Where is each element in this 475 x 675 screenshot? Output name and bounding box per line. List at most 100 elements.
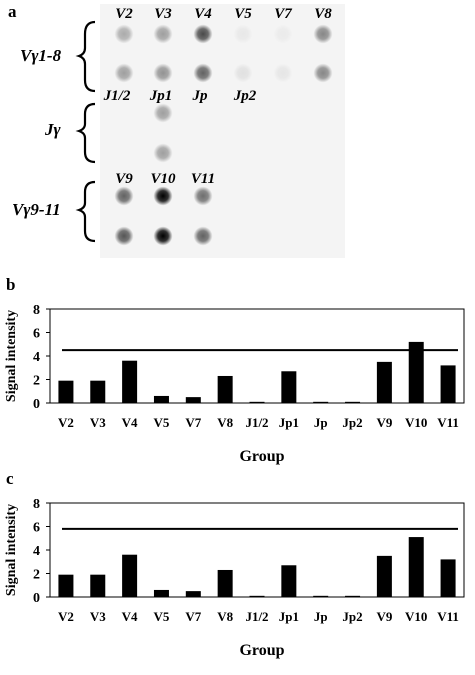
panel-label-c: c [6, 469, 14, 488]
x-tick-label: V8 [217, 609, 233, 624]
bar-v10 [408, 341, 424, 403]
blot-label-v8: V8 [314, 6, 332, 22]
bar-v7 [185, 397, 201, 403]
bar-v5 [153, 589, 169, 597]
bar-jp [313, 401, 329, 403]
blot-label-v5: V5 [234, 6, 252, 22]
x-tick-label: Jp1 [279, 609, 299, 624]
blot-dot [193, 186, 213, 206]
x-tick-label: V2 [58, 609, 74, 624]
x-tick-label: J1/2 [245, 609, 268, 624]
y-tick-label: 8 [33, 497, 40, 512]
x-tick-label: V3 [90, 609, 106, 624]
y-axis-label: Signal intensity [4, 504, 19, 596]
blot-label-v9: V9 [115, 171, 133, 187]
y-tick-label: 6 [33, 327, 40, 342]
y-axis-label: Signal intensity [4, 310, 19, 402]
bar-v4 [122, 554, 138, 597]
bar-v3 [90, 380, 106, 403]
blot-label-jp1: Jp1 [149, 88, 173, 104]
bar-jp1 [281, 371, 297, 403]
brace-vgamma1-8 [75, 20, 96, 93]
y-tick-label: 4 [33, 350, 40, 365]
bar-v4 [122, 360, 138, 403]
blot-dot [114, 226, 134, 246]
bar-v8 [217, 569, 233, 597]
y-tick-label: 8 [33, 303, 40, 318]
blot-dot [233, 24, 253, 44]
dot-blot: Vγ1-8 Jγ Vγ9-11 V2 V3 V4 V5 V7 V8 J1/2 Jp1 Jp Jp2… [12, 4, 345, 258]
x-tick-label: V5 [154, 415, 170, 430]
x-tick-label: V9 [376, 609, 392, 624]
blot-label-v10: V10 [150, 171, 176, 187]
brace-jgamma [75, 102, 96, 164]
blot-dot [153, 186, 173, 206]
x-tick-label: V3 [90, 415, 106, 430]
blot-dot [153, 103, 173, 123]
group-label-vgamma1-8: Vγ1-8 [20, 46, 62, 65]
blot-dot [313, 63, 333, 83]
blot-dot [153, 24, 173, 44]
x-axis-label: Group [239, 642, 284, 659]
x-tick-label: Jp2 [342, 415, 362, 430]
bar-v11 [440, 365, 456, 403]
bar-jp2 [345, 595, 361, 597]
blot-dot [193, 24, 213, 44]
x-tick-label: V11 [437, 415, 459, 430]
blot-label-jp: Jp [192, 88, 209, 104]
x-tick-label: V7 [185, 609, 201, 624]
blot-dot [114, 63, 134, 83]
blot-dot [273, 63, 293, 83]
bar-v5 [153, 395, 169, 403]
x-tick-label: V10 [405, 415, 427, 430]
x-tick-label: J1/2 [245, 415, 268, 430]
bar-v9 [376, 555, 392, 597]
x-axis-label: Group [239, 448, 284, 465]
bar-v11 [440, 559, 456, 597]
blot-label-jp2: Jp2 [233, 88, 257, 104]
blot-dot [273, 24, 293, 44]
y-tick-label: 6 [33, 521, 40, 536]
blot-dot [193, 226, 213, 246]
blot-dot [233, 63, 253, 83]
blot-membrane [100, 4, 345, 258]
x-tick-label: Jp [314, 609, 328, 624]
bar-v8 [217, 375, 233, 403]
y-tick-label: 0 [33, 591, 40, 606]
blot-dot [153, 63, 173, 83]
blot-label-v7: V7 [274, 6, 292, 22]
bar-j1-2 [249, 595, 265, 597]
x-tick-label: Jp1 [279, 415, 299, 430]
blot-label-j1-2: J1/2 [103, 88, 131, 104]
bar-jp [313, 595, 329, 597]
x-tick-label: V11 [437, 609, 459, 624]
x-tick-label: V7 [185, 415, 201, 430]
x-tick-label: V9 [376, 415, 392, 430]
x-tick-label: Jp [314, 415, 328, 430]
plot-area [49, 308, 465, 404]
blot-dot [114, 24, 134, 44]
y-tick-label: 4 [33, 544, 40, 559]
bar-v2 [58, 574, 74, 597]
bar-v9 [376, 361, 392, 403]
bar-jp2 [345, 401, 361, 403]
blot-label-v2: V2 [115, 6, 133, 22]
x-tick-label: V4 [122, 609, 138, 624]
bar-v7 [185, 591, 201, 597]
bar-v2 [58, 380, 74, 403]
chart-b: 0 2 4 6 8 Signal intensity V2 V3 V4 V5 V7 V8 J1/2 Jp1… [4, 303, 465, 465]
x-tick-label: V4 [122, 415, 138, 430]
bar-jp1 [281, 565, 297, 597]
x-tick-label: V8 [217, 415, 233, 430]
blot-label-v4: V4 [194, 6, 212, 22]
x-tick-label: V10 [405, 609, 427, 624]
blot-label-v11: V11 [191, 171, 215, 187]
plot-area [49, 502, 465, 598]
blot-dot [193, 63, 213, 83]
blot-label-v3: V3 [154, 6, 172, 22]
x-tick-label: V2 [58, 415, 74, 430]
x-tick-label: Jp2 [342, 609, 362, 624]
y-tick-label: 2 [33, 374, 40, 389]
blot-dot [114, 186, 134, 206]
group-label-jgamma: Jγ [44, 120, 62, 139]
